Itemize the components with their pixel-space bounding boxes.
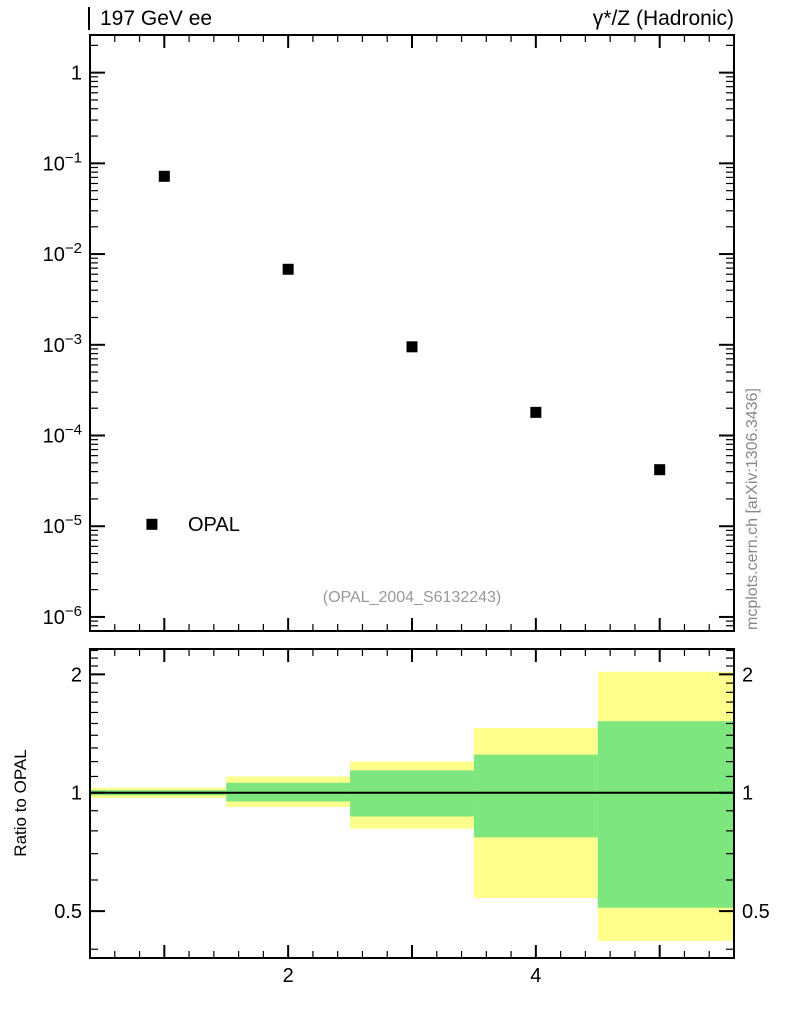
data-point-marker [530, 406, 542, 418]
ratio-y-tick-label-right: 0.5 [742, 901, 770, 923]
y-tick-label: 10−5 [43, 512, 82, 538]
ratio-y-tick-label-right: 2 [742, 664, 753, 686]
ratio-y-tick-label-right: 1 [742, 783, 753, 805]
legend-marker-icon [146, 518, 158, 530]
data-points-layer [158, 170, 666, 476]
data-point-marker [654, 464, 666, 476]
main-panel-frame [89, 34, 735, 632]
uncertainty-bands-layer [90, 671, 734, 941]
legend: OPAL [146, 514, 240, 536]
green-uncertainty-band [597, 721, 734, 908]
ratio-y-tick-label-left: 1 [71, 783, 82, 805]
header-left-title: 197 GeV ee [100, 7, 212, 30]
y-tick-label: 10−2 [43, 240, 82, 266]
x-tick-label: 4 [530, 965, 541, 987]
data-point-marker [282, 263, 294, 275]
green-uncertainty-band [473, 754, 598, 838]
ratio-y-tick-label-left: 2 [71, 664, 82, 686]
data-point-marker [406, 341, 418, 353]
y-tick-label: 10−6 [43, 603, 82, 629]
side-note-arxiv: mcplots.cern.ch [arXiv:1306.3436] [744, 388, 761, 630]
ratio-axis-label: Ratio to OPAL [11, 749, 30, 856]
data-point-marker [158, 170, 170, 182]
y-tick-label: 1 [71, 63, 82, 85]
axes-layer: 1 10−1 10−2 10−3 10−4 10−5 10−6 2 4 0.5 0.5 1 1 2 2 [43, 34, 770, 987]
ratio-y-tick-label-left: 0.5 [54, 901, 82, 923]
legend-label: OPAL [188, 514, 240, 536]
x-tick-label: 2 [283, 965, 294, 987]
y-tick-label: 10−3 [43, 331, 82, 357]
watermark-analysis-id: (OPAL_2004_S6132243) [323, 589, 502, 606]
y-tick-label: 10−4 [43, 422, 82, 448]
y-tick-label: 10−1 [43, 149, 82, 175]
header-right-title: γ*/Z (Hadronic) [593, 7, 734, 30]
